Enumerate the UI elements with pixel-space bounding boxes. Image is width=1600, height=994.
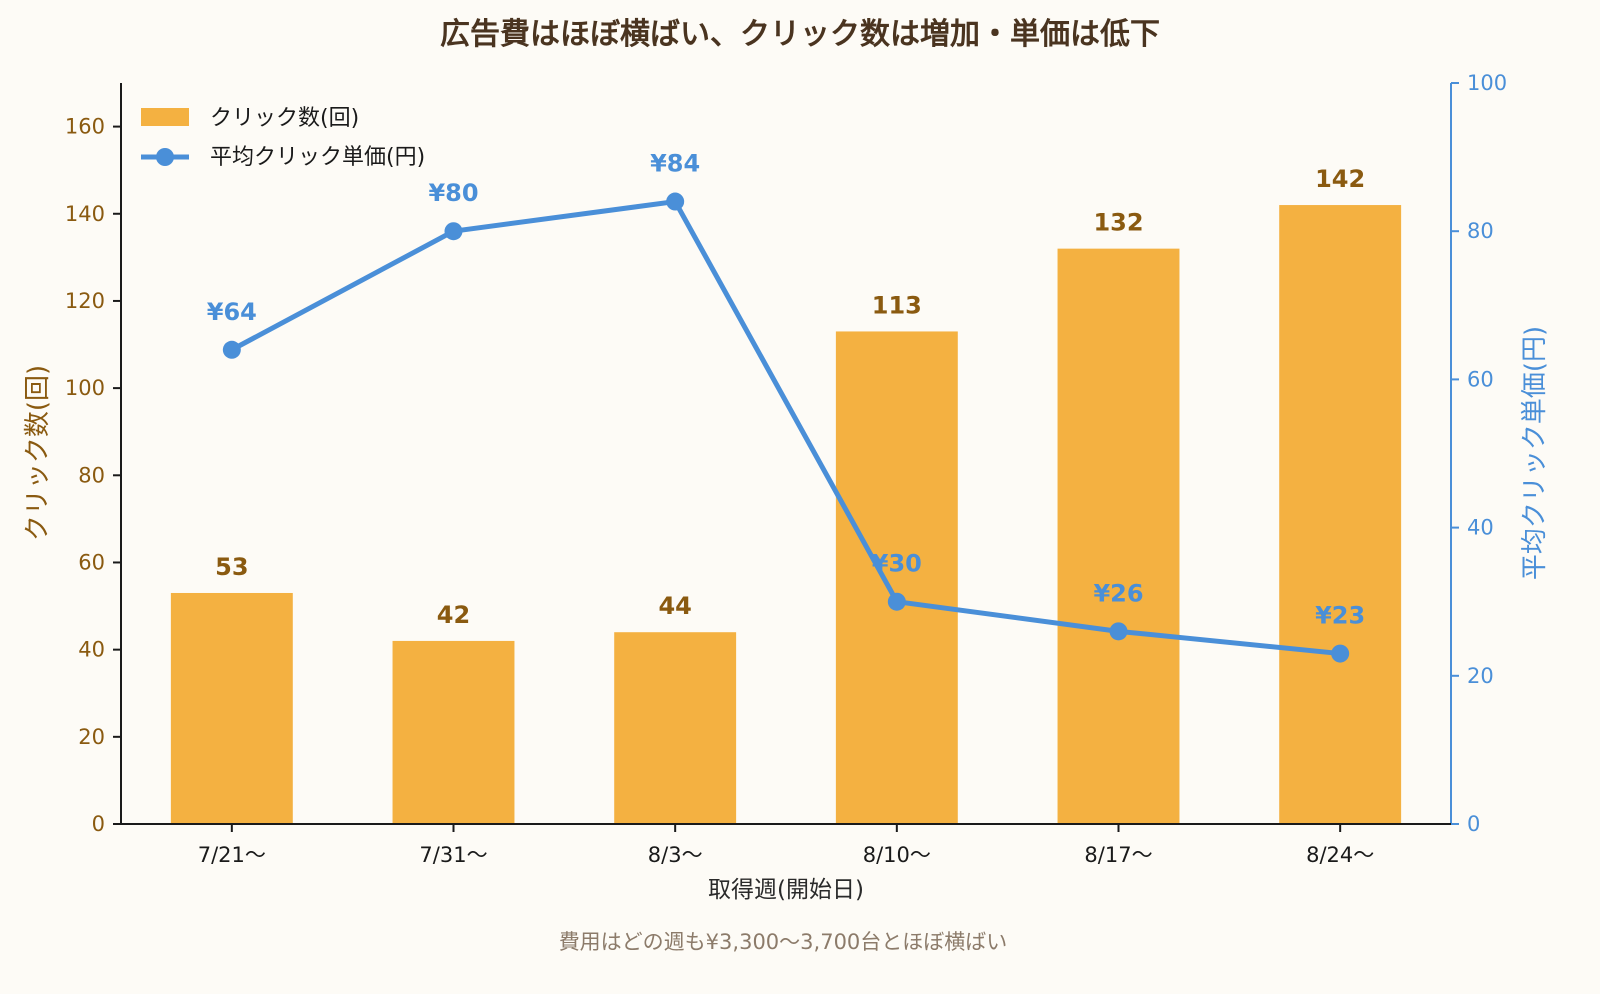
line-point bbox=[1109, 622, 1128, 641]
x-tick-label: 7/21〜 bbox=[198, 843, 266, 867]
bar-value-label: 53 bbox=[215, 553, 248, 581]
bar-value-label: 132 bbox=[1093, 209, 1143, 237]
left-tick-label: 120 bbox=[65, 289, 105, 313]
bar bbox=[392, 640, 515, 824]
bar bbox=[170, 592, 293, 824]
right-tick-label: 40 bbox=[1467, 516, 1494, 540]
chart-note: 費用はどの週も¥3,300〜3,700台とほぼ横ばい bbox=[559, 930, 1008, 954]
line-value-label: ¥30 bbox=[872, 550, 922, 578]
x-axis-label: 取得週(開始日) bbox=[708, 877, 864, 903]
bar-labels: 53 42 44 113 132 142 bbox=[215, 165, 1365, 629]
x-tick-label: 8/10〜 bbox=[863, 843, 931, 867]
right-tick-label: 80 bbox=[1467, 219, 1494, 243]
left-tick-label: 140 bbox=[65, 202, 105, 226]
bar-value-label: 42 bbox=[437, 601, 470, 629]
line-value-label: ¥23 bbox=[1315, 602, 1365, 630]
x-tick-label: 8/17〜 bbox=[1084, 843, 1152, 867]
line-value-label: ¥84 bbox=[650, 150, 700, 178]
right-axis-label: 平均クリック単価(円) bbox=[1520, 326, 1550, 580]
line-value-label: ¥80 bbox=[428, 179, 478, 207]
left-tick-label: 40 bbox=[78, 638, 105, 662]
x-tick-label: 8/24〜 bbox=[1306, 843, 1374, 867]
left-tick-label: 60 bbox=[78, 550, 105, 574]
line-point bbox=[666, 192, 685, 211]
bar-series bbox=[170, 205, 1402, 824]
line-point bbox=[887, 592, 906, 611]
left-tick-label: 20 bbox=[78, 725, 105, 749]
line-value-label: ¥26 bbox=[1093, 579, 1143, 607]
line-point bbox=[444, 222, 463, 241]
right-tick-label: 0 bbox=[1467, 812, 1480, 836]
left-tick-label: 160 bbox=[65, 115, 105, 139]
right-axis-ticks: 0 20 40 60 80 100 bbox=[1451, 71, 1507, 836]
legend-line-marker bbox=[156, 148, 174, 166]
left-tick-label: 100 bbox=[65, 376, 105, 400]
bar-value-label: 142 bbox=[1315, 165, 1365, 193]
left-axis-label: クリック数(回) bbox=[23, 365, 53, 541]
line-path bbox=[230, 199, 1341, 657]
right-tick-label: 100 bbox=[1467, 71, 1507, 95]
legend-bar-label: クリック数(回) bbox=[210, 106, 359, 131]
bar bbox=[1279, 205, 1402, 824]
bar bbox=[835, 331, 958, 824]
left-tick-label: 0 bbox=[92, 812, 105, 836]
x-tick-label: 8/3〜 bbox=[648, 843, 703, 867]
chart-title: 広告費はほぼ横ばい、クリック数は増加・単価は低下 bbox=[440, 17, 1160, 52]
line-labels: ¥64 ¥80 ¥84 ¥30 ¥26 ¥23 bbox=[207, 150, 1365, 630]
x-axis-ticks: 7/21〜 7/31〜 8/3〜 8/10〜 8/17〜 8/24〜 bbox=[198, 824, 1374, 867]
line-point bbox=[1331, 644, 1350, 663]
right-tick-label: 20 bbox=[1467, 664, 1494, 688]
right-tick-label: 60 bbox=[1467, 367, 1494, 391]
line-point bbox=[222, 340, 241, 359]
legend-bar-swatch bbox=[141, 108, 189, 126]
x-tick-label: 7/31〜 bbox=[419, 843, 487, 867]
line-value-label: ¥64 bbox=[207, 298, 257, 326]
bar bbox=[614, 632, 737, 824]
legend-line-label: 平均クリック単価(円) bbox=[210, 145, 425, 170]
bar-value-label: 44 bbox=[658, 592, 691, 620]
line-series bbox=[222, 192, 1350, 663]
left-axis-ticks: 0 20 40 60 80 100 120 140 160 bbox=[65, 115, 121, 836]
left-tick-label: 80 bbox=[78, 463, 105, 487]
bar-value-label: 113 bbox=[872, 291, 922, 319]
bar bbox=[1057, 248, 1180, 824]
legend: クリック数(回) 平均クリック単価(円) bbox=[141, 106, 425, 170]
